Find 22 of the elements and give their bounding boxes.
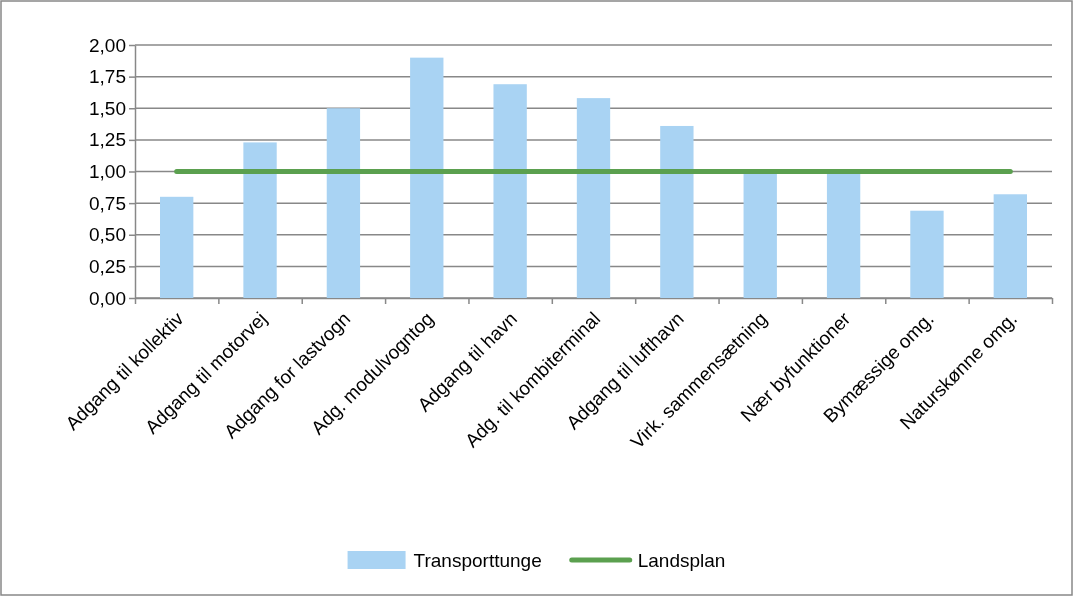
bar bbox=[660, 125, 694, 298]
legend-label: Transporttunge bbox=[413, 550, 542, 571]
bar bbox=[826, 171, 861, 298]
y-tick-label: 0,25 bbox=[89, 255, 126, 277]
bar bbox=[743, 171, 777, 298]
bar bbox=[910, 210, 944, 298]
y-tick-label: 1,75 bbox=[89, 66, 126, 88]
bar bbox=[410, 57, 444, 298]
y-tick-label: 0,00 bbox=[89, 287, 126, 309]
y-tick-label: 1,00 bbox=[89, 161, 126, 183]
bar bbox=[493, 84, 527, 298]
y-tick-label: 0,75 bbox=[89, 192, 126, 214]
legend-label: Landsplan bbox=[637, 550, 726, 571]
y-tick-label: 1,25 bbox=[89, 129, 126, 151]
bar bbox=[243, 142, 277, 298]
bar bbox=[993, 194, 1027, 298]
y-tick-label: 1,50 bbox=[89, 97, 126, 119]
bar bbox=[160, 196, 194, 298]
y-tick-label: 2,00 bbox=[89, 34, 126, 56]
bar bbox=[576, 98, 611, 298]
bar bbox=[326, 108, 361, 298]
y-tick-label: 0,50 bbox=[89, 224, 126, 246]
